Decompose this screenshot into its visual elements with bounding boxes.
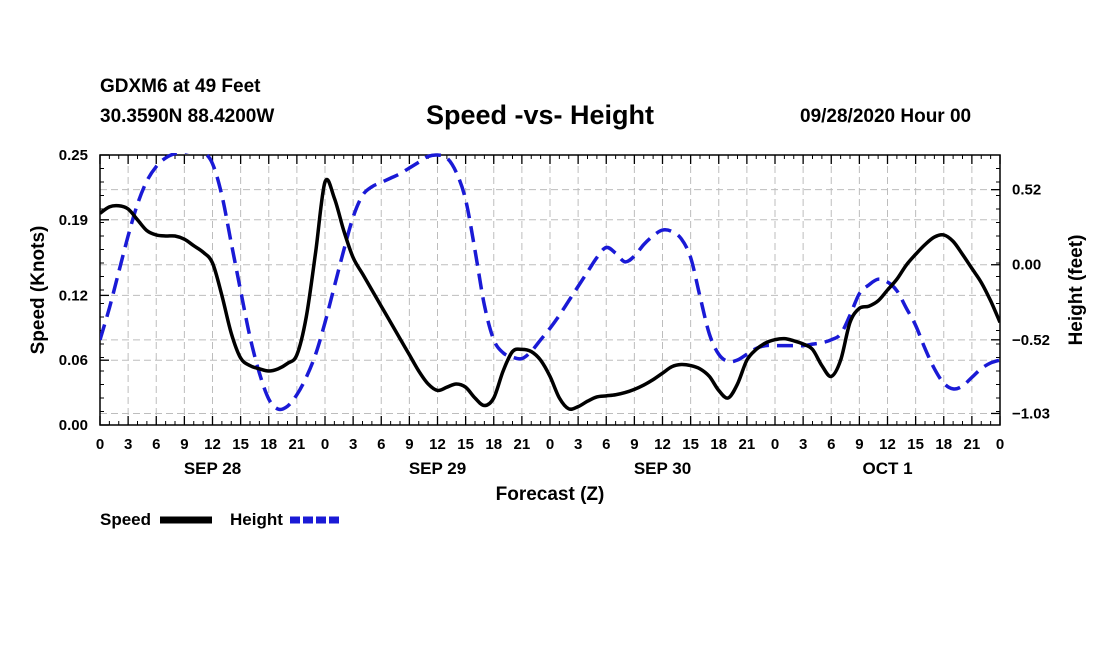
- x-tick-label: 0: [321, 436, 329, 453]
- y-tick-label: 0.19: [59, 212, 88, 229]
- grid-lines: [99, 155, 1001, 425]
- x-tick-label: 21: [739, 436, 756, 453]
- day-label: SEP 29: [409, 459, 466, 478]
- x-tick-label: 9: [180, 436, 188, 453]
- x-tick-label: 12: [654, 436, 671, 453]
- x-tick-label: 21: [514, 436, 531, 453]
- x-tick-label: 12: [429, 436, 446, 453]
- x-tick-label: 15: [907, 436, 924, 453]
- y2-axis-label: Height (feet): [1066, 235, 1087, 346]
- x-tick-label: 0: [996, 436, 1004, 453]
- x-tick-label: 15: [682, 436, 699, 453]
- chart-title: Speed -vs- Height: [426, 100, 655, 130]
- x-tick-label: 3: [124, 436, 132, 453]
- legend-label-height: Height: [230, 510, 283, 529]
- x-tick-label: 18: [935, 436, 952, 453]
- x-tick-label: 9: [630, 436, 638, 453]
- y-tick-label: 0.06: [59, 352, 88, 369]
- day-label: SEP 30: [634, 459, 691, 478]
- legend-label-speed: Speed: [100, 510, 151, 529]
- x-tick-label: 0: [771, 436, 779, 453]
- coordinates-label: 30.3590N 88.4200W: [100, 106, 275, 127]
- x-tick-label: 0: [546, 436, 554, 453]
- x-axis-label: Forecast (Z): [496, 484, 605, 505]
- x-tick-label: 6: [827, 436, 835, 453]
- y2-tick-label: −1.03: [1012, 405, 1050, 422]
- series-lines: [100, 153, 1000, 412]
- station-label: GDXM6 at 49 Feet: [100, 76, 261, 97]
- x-tick-label: 12: [879, 436, 896, 453]
- x-tick-label: 9: [855, 436, 863, 453]
- x-tick-label: 6: [377, 436, 385, 453]
- x-tick-label: 12: [204, 436, 221, 453]
- y2-tick-label: −0.52: [1012, 332, 1050, 349]
- y-tick-label: 0.00: [59, 417, 88, 434]
- y-tick-label: 0.25: [59, 147, 88, 164]
- y-tick-label: 0.12: [59, 287, 88, 304]
- x-tick-label: 6: [602, 436, 610, 453]
- x-tick-label: 15: [457, 436, 474, 453]
- x-tick-label: 18: [260, 436, 277, 453]
- legend: Speed Height: [100, 510, 342, 529]
- x-tick-label: 9: [405, 436, 413, 453]
- forecast-datetime: 09/28/2020 Hour 00: [800, 106, 972, 127]
- x-tick-label: 0: [96, 436, 104, 453]
- x-tick-label: 6: [152, 436, 160, 453]
- series-line-height: [100, 153, 1000, 412]
- day-label: OCT 1: [862, 459, 912, 478]
- x-tick-label: 18: [485, 436, 502, 453]
- axes: 0 3 6 9 12 15 18 21 0 3 6 9 12 15 18 21 0 3 6 9 12 15 18 21 0 3 6 9…: [59, 147, 1050, 478]
- x-tick-label: 21: [964, 436, 981, 453]
- x-tick-label: 21: [289, 436, 306, 453]
- y2-tick-label: 0.00: [1012, 257, 1041, 274]
- x-tick-label: 3: [799, 436, 807, 453]
- x-tick-label: 18: [710, 436, 727, 453]
- x-tick-label: 15: [232, 436, 249, 453]
- day-label: SEP 28: [184, 459, 241, 478]
- series-line-speed: [100, 177, 1000, 411]
- x-tick-label: 3: [574, 436, 582, 453]
- y-axis-label: Speed (Knots): [28, 226, 49, 355]
- y2-tick-label: 0.52: [1012, 182, 1041, 199]
- x-tick-label: 3: [349, 436, 357, 453]
